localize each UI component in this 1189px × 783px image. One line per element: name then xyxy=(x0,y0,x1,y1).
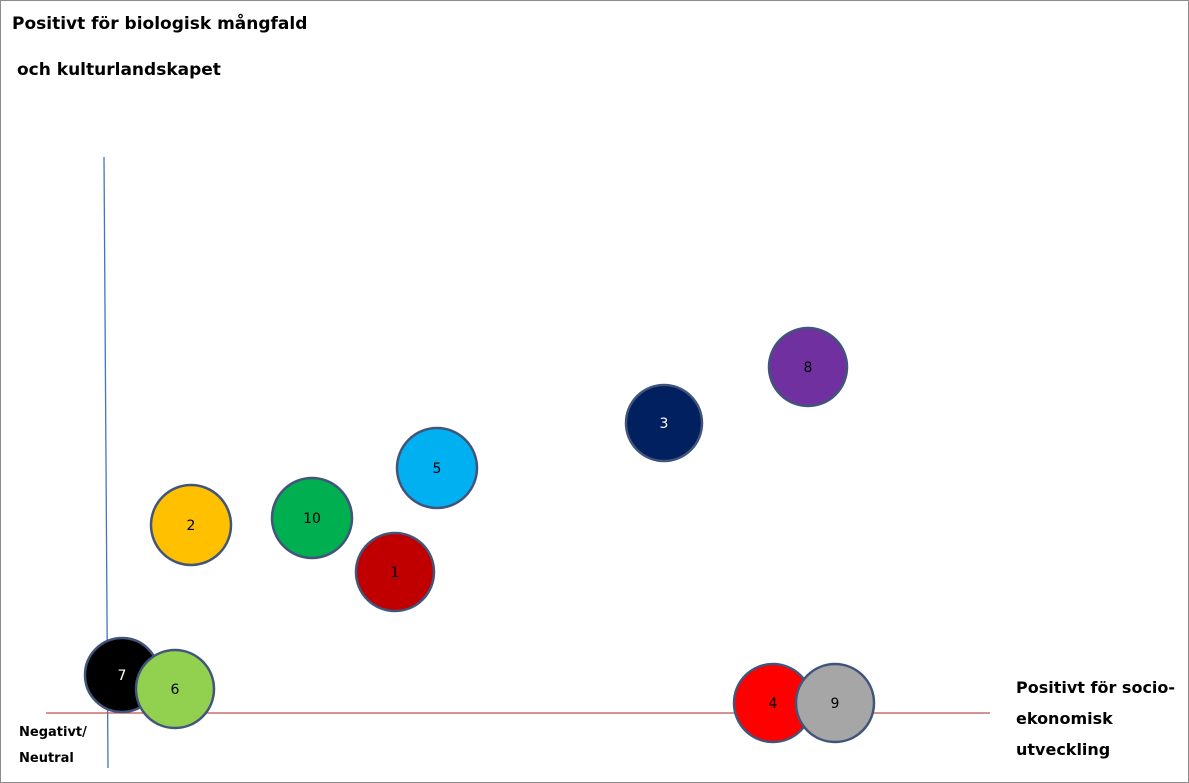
x-axis-title-line1: Positivt för socio- xyxy=(1016,678,1176,697)
bubble-label-4: 4 xyxy=(769,696,778,712)
bubble-label-2: 2 xyxy=(187,518,196,534)
bubble-label-3: 3 xyxy=(660,416,669,432)
x-axis-title-line2: ekonomisk xyxy=(1016,709,1113,728)
bubble-label-7: 7 xyxy=(118,668,127,684)
bubble-label-1: 1 xyxy=(391,565,400,581)
bubble-5 xyxy=(395,426,479,510)
bubble-1 xyxy=(354,531,436,613)
bubble-10 xyxy=(270,476,354,560)
bubble-2 xyxy=(149,483,233,567)
y-axis-title-line2: och kulturlandskapet xyxy=(17,60,221,80)
bubble-group: 7 6 2 10 1 5 3 8 4 9 xyxy=(83,326,876,744)
bubble-label-10: 10 xyxy=(303,511,321,527)
origin-label-line1: Negativt/ xyxy=(19,725,87,740)
bubble-label-6: 6 xyxy=(171,682,180,698)
y-axis-title-line1: Positivt för biologisk mångfald xyxy=(12,14,308,34)
bubble-label-5: 5 xyxy=(433,461,442,477)
bubble-3 xyxy=(624,383,704,463)
bubble-label-9: 9 xyxy=(831,696,840,712)
bubble-8 xyxy=(767,326,849,408)
bubble-6 xyxy=(134,648,216,730)
bubble-9 xyxy=(794,662,876,744)
bubble-label-8: 8 xyxy=(804,360,813,376)
x-axis-title-line3: utveckling xyxy=(1016,740,1111,759)
origin-label-line2: Neutral xyxy=(19,751,74,766)
